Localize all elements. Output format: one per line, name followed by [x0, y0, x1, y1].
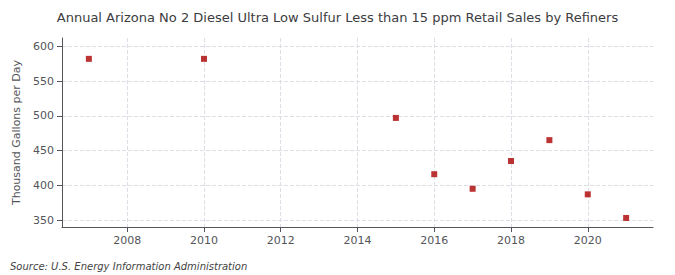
svg-text:450: 450	[33, 144, 54, 157]
svg-text:2016: 2016	[420, 234, 448, 247]
svg-text:2014: 2014	[344, 234, 372, 247]
svg-text:400: 400	[33, 179, 54, 192]
svg-text:2010: 2010	[190, 234, 218, 247]
svg-text:Source: U.S. Energy Informatio: Source: U.S. Energy Information Administ…	[10, 261, 247, 272]
svg-text:550: 550	[33, 75, 54, 88]
svg-text:500: 500	[33, 109, 54, 122]
svg-text:Annual Arizona No 2 Diesel Ult: Annual Arizona No 2 Diesel Ultra Low Sul…	[57, 10, 619, 25]
svg-text:600: 600	[33, 40, 54, 53]
svg-text:2020: 2020	[574, 234, 602, 247]
svg-text:2012: 2012	[267, 234, 295, 247]
svg-text:Thousand Gallons per Day: Thousand Gallons per Day	[10, 59, 23, 206]
svg-text:350: 350	[33, 214, 54, 227]
svg-text:2008: 2008	[113, 234, 141, 247]
svg-text:2018: 2018	[497, 234, 525, 247]
